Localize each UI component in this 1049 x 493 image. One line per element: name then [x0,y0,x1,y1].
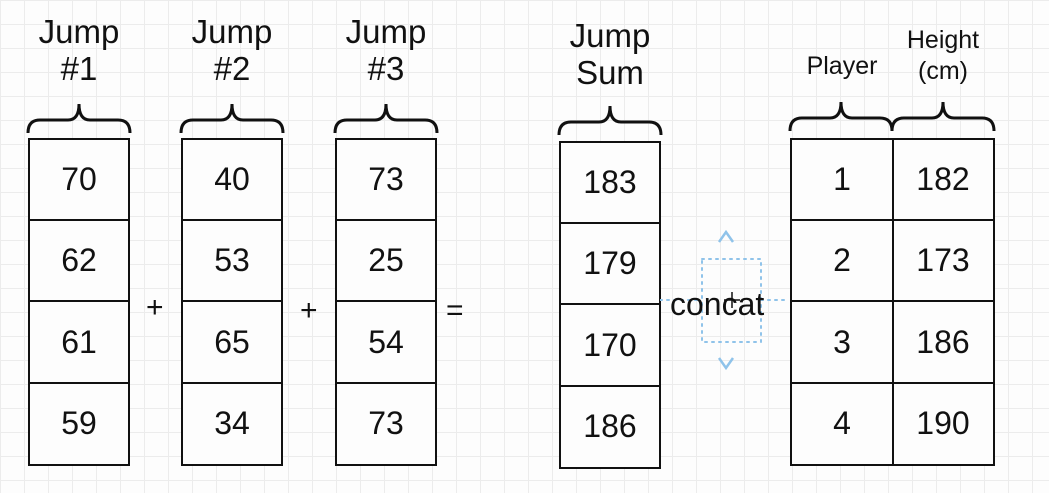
jump1-header-line1: Jump [38,13,120,50]
jump3-cell-3: 54 [335,300,437,384]
jump2-cell-3: 65 [181,300,283,384]
player-brace-path [788,101,894,132]
jumpsum-cell-2: 179 [559,221,661,306]
height-cell-4: 190 [891,381,995,466]
jump3-brace [333,103,439,134]
height-header-line2: (cm) [918,56,968,85]
player-header-line1: Player [806,52,878,80]
jump1-header: Jump #1 [28,13,130,88]
jump3-header: Jump #3 [335,13,437,88]
selection-handles [660,229,789,371]
selection-box [701,258,762,343]
jump1-cell-4: 59 [28,381,130,466]
player-header: Player [791,51,893,82]
jumpsum-cell-1: 183 [559,141,661,224]
jump1-brace [26,103,132,134]
height-brace-path [890,101,996,132]
jump2-cell-1: 40 [181,138,283,221]
move-crosshair-icon [724,292,740,308]
jumpsum-header-line2: Sum [576,53,644,91]
height-header: Height (cm) [892,25,994,86]
jump2-column: 40 53 65 34 [181,138,283,466]
player-brace [788,101,894,132]
jumpsum-brace [557,105,663,136]
player-cell-4: 4 [790,381,894,466]
resize-arrow-down-icon [717,357,735,371]
jumpsum-header-line1: Jump [569,17,651,54]
jump3-cell-1: 73 [335,138,437,221]
jump1-cell-1: 70 [28,138,130,221]
jump1-header-line2: #1 [60,49,98,87]
jump3-brace-path [333,103,439,134]
jump3-header-line2: #3 [367,49,405,87]
jump2-cell-2: 53 [181,218,283,303]
height-header-line1: Height [906,26,980,54]
plus-operator-1: + [146,291,164,324]
jump1-cell-3: 61 [28,300,130,384]
jump1-brace-path [26,103,132,134]
height-brace [890,101,996,132]
equals-operator: = [446,294,464,327]
height-column: 182 173 186 190 [891,138,995,466]
jumpsum-brace-path [557,105,663,136]
player-cell-3: 3 [790,300,894,384]
plus-operator-2: + [300,294,318,327]
jump2-brace [179,103,285,134]
jumpsum-header: Jump Sum [559,17,661,92]
player-cell-2: 2 [790,218,894,303]
jumpsum-column: 183 179 170 186 [559,141,661,469]
jump3-cell-2: 25 [335,218,437,303]
height-cell-1: 182 [891,138,995,221]
jump2-header-line2: #2 [213,49,251,87]
jump2-brace-path [179,103,285,134]
height-cell-2: 173 [891,218,995,303]
jumpsum-cell-4: 186 [559,384,661,469]
concat-label[interactable]: concat [670,286,765,322]
jump3-header-line1: Jump [345,13,427,50]
jump2-header: Jump #2 [181,13,283,88]
jump1-cell-2: 62 [28,218,130,303]
jump1-column: 70 62 61 59 [28,138,130,466]
player-cell-1: 1 [790,138,894,221]
player-column: 1 2 3 4 [790,138,894,466]
jumpsum-cell-3: 170 [559,303,661,387]
resize-arrow-up-icon [717,229,735,243]
jump3-column: 73 25 54 73 [335,138,437,466]
jump3-cell-4: 73 [335,381,437,466]
height-cell-3: 186 [891,300,995,384]
jump2-header-line1: Jump [191,13,273,50]
jump2-cell-4: 34 [181,381,283,466]
